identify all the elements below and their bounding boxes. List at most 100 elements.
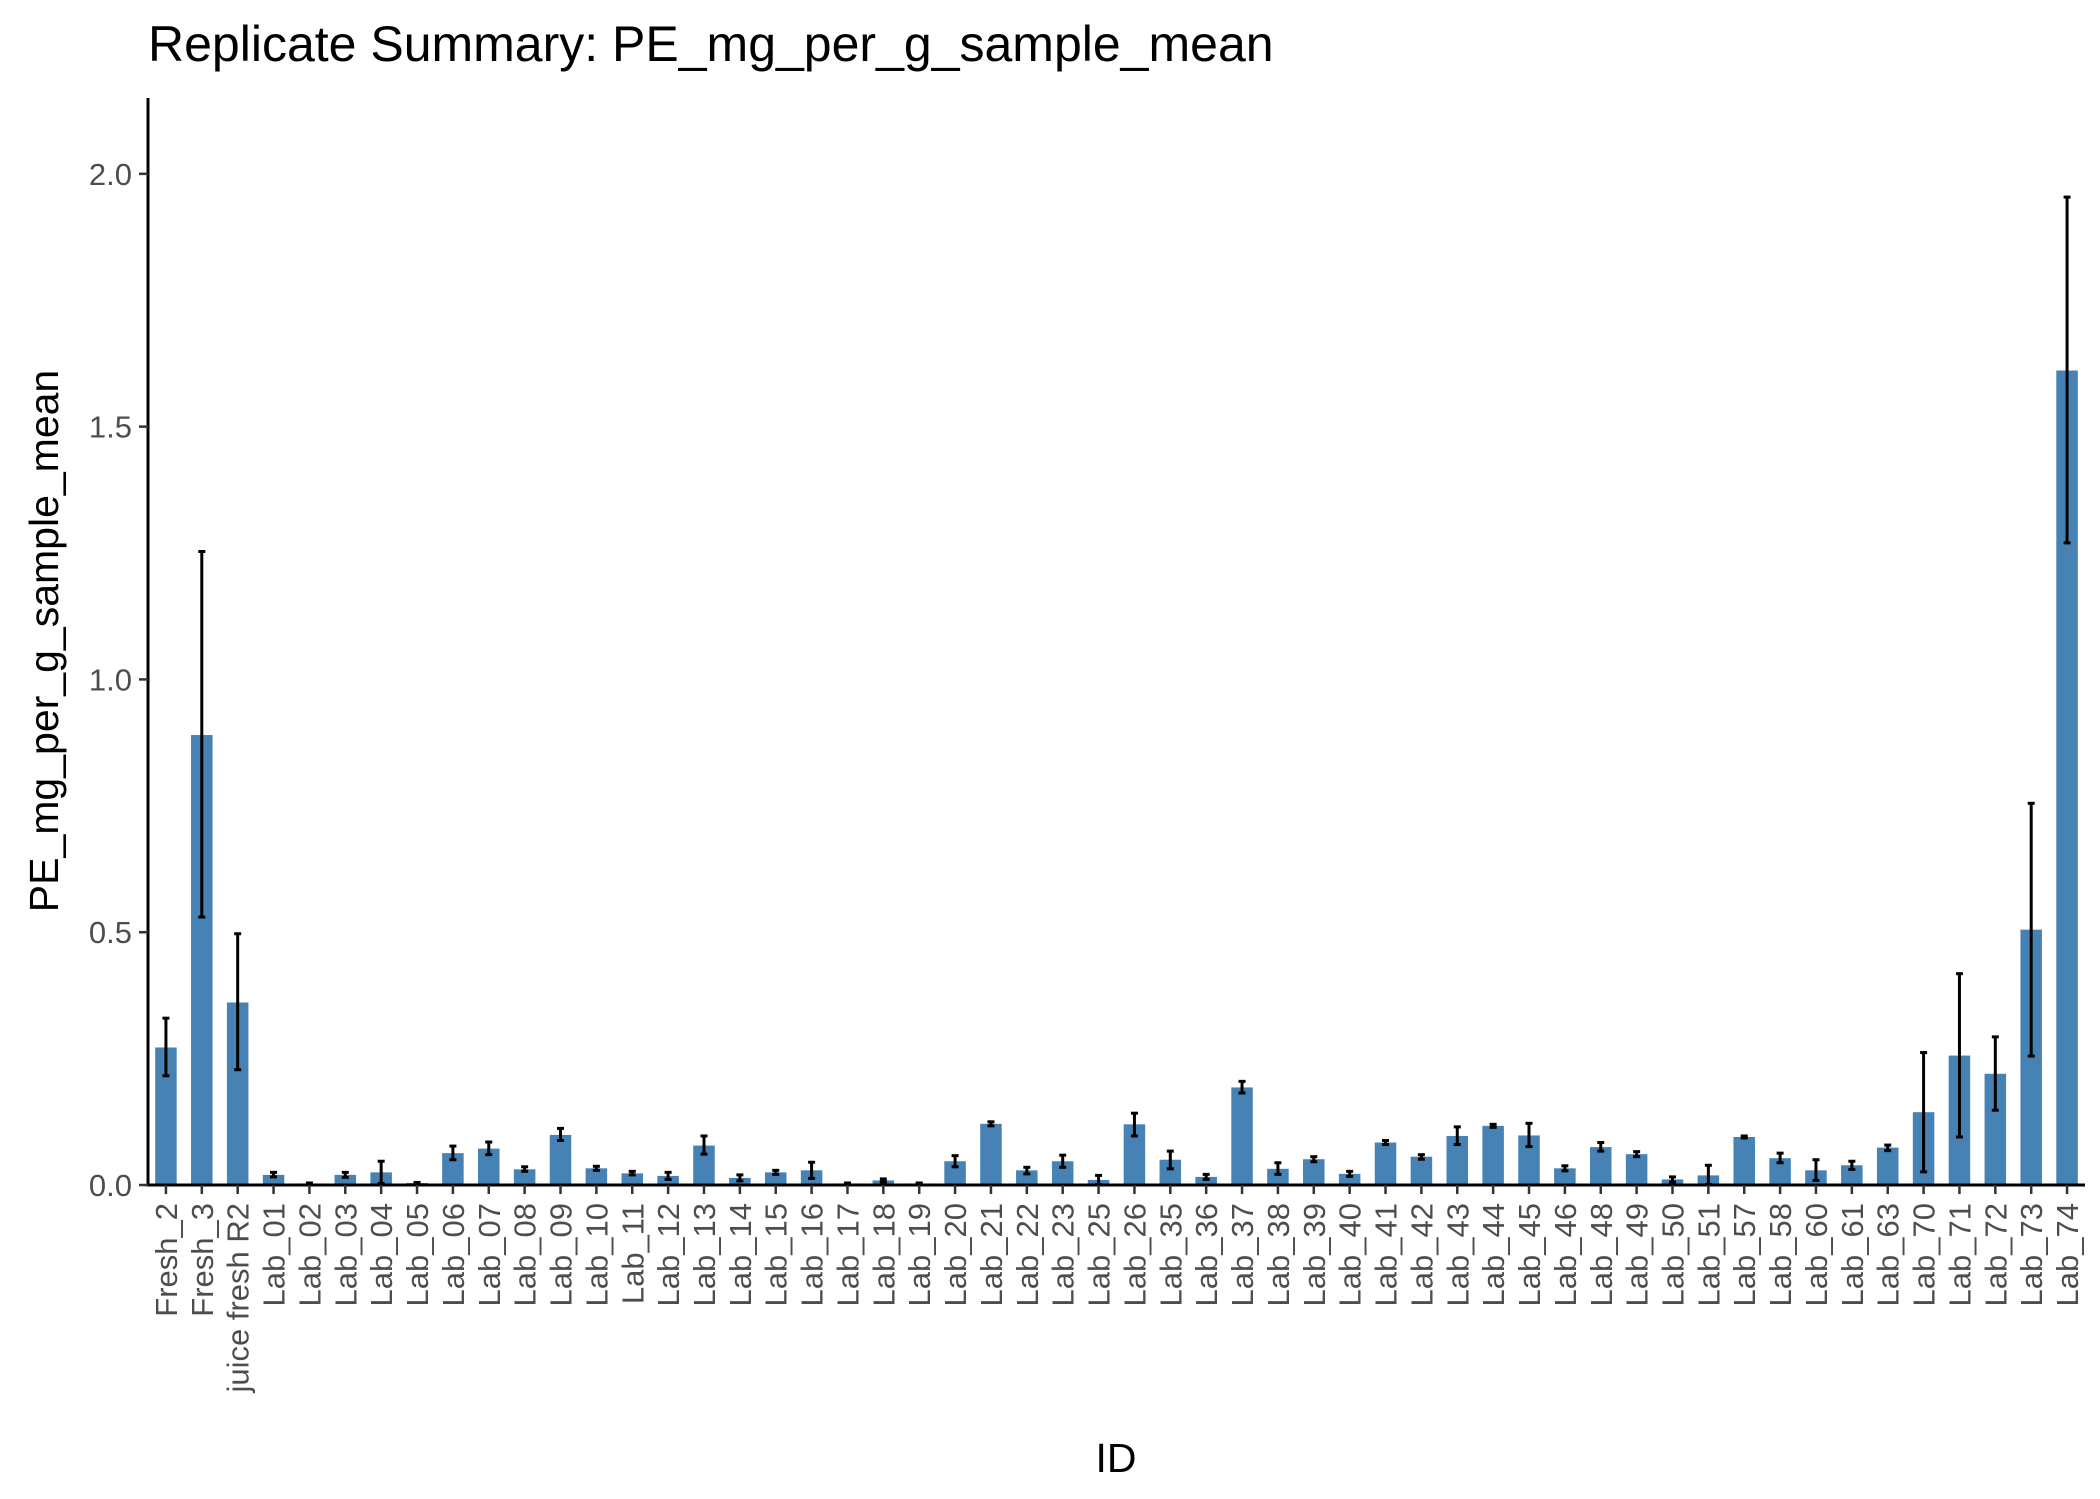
bar bbox=[1769, 1158, 1791, 1185]
x-tick-label: Lab_57 bbox=[1727, 1203, 1762, 1306]
x-tick-label: Lab_40 bbox=[1333, 1203, 1368, 1306]
x-tick-label: Lab_45 bbox=[1512, 1203, 1547, 1306]
error-bar bbox=[1417, 1153, 1425, 1161]
bar bbox=[1159, 1159, 1182, 1185]
error-bar bbox=[1848, 1159, 1856, 1171]
bar bbox=[1482, 1125, 1504, 1185]
bar bbox=[764, 1172, 787, 1185]
x-tick-label: Lab_49 bbox=[1620, 1203, 1655, 1306]
error-bar bbox=[628, 1169, 636, 1177]
error-bar bbox=[1955, 972, 1963, 1139]
x-tick-label: Lab_51 bbox=[1691, 1203, 1726, 1306]
error-bar bbox=[736, 1173, 744, 1183]
error-bar bbox=[557, 1126, 565, 1143]
bar bbox=[1589, 1147, 1612, 1185]
x-tick-label: Lab_60 bbox=[1799, 1203, 1834, 1306]
x-tick-label: Fresh_2 bbox=[149, 1203, 184, 1317]
x-tick-label: Lab_01 bbox=[257, 1203, 292, 1306]
error-bar bbox=[1633, 1150, 1641, 1159]
bar bbox=[1625, 1154, 1648, 1185]
error-bar bbox=[1597, 1141, 1605, 1153]
error-bar bbox=[1453, 1125, 1461, 1147]
error-bar bbox=[1238, 1079, 1246, 1095]
x-tick-label: Lab_07 bbox=[472, 1203, 507, 1306]
x-tick-label: Lab_18 bbox=[866, 1203, 901, 1306]
bar bbox=[1016, 1170, 1038, 1185]
error-bar bbox=[234, 932, 242, 1072]
error-bar bbox=[1166, 1149, 1174, 1171]
error-bar bbox=[2027, 801, 2035, 1058]
x-tick-label: Lab_10 bbox=[579, 1203, 614, 1306]
x-tick-label: juice fresh R2 bbox=[221, 1203, 256, 1394]
error-bar bbox=[1202, 1172, 1210, 1181]
bar bbox=[1518, 1135, 1540, 1185]
x-tick-label: Lab_44 bbox=[1476, 1203, 1511, 1306]
x-tick-label: Lab_04 bbox=[364, 1203, 399, 1306]
error-bar bbox=[1059, 1153, 1067, 1169]
bar bbox=[334, 1174, 357, 1185]
bar bbox=[1984, 1073, 2007, 1185]
y-axis-ticks: 0.0 0.5 1.0 1.5 2.0 bbox=[89, 157, 148, 1203]
error-bar bbox=[162, 1016, 170, 1078]
bar bbox=[1231, 1087, 1253, 1185]
x-tick-label: Lab_23 bbox=[1046, 1203, 1081, 1306]
bar bbox=[1554, 1168, 1576, 1185]
x-tick-label: Lab_50 bbox=[1655, 1203, 1690, 1306]
bar bbox=[1051, 1161, 1074, 1185]
x-tick-label: Lab_35 bbox=[1153, 1203, 1188, 1306]
error-bar bbox=[1812, 1158, 1820, 1182]
bar bbox=[1410, 1156, 1433, 1185]
error-bar bbox=[879, 1177, 887, 1184]
x-tick-label: Lab_39 bbox=[1297, 1203, 1332, 1306]
error-bar bbox=[592, 1164, 600, 1172]
x-tick-label: Lab_71 bbox=[1942, 1203, 1977, 1306]
bar bbox=[262, 1174, 285, 1185]
error-bar bbox=[198, 550, 206, 919]
error-bar bbox=[1776, 1151, 1784, 1165]
y-axis-title: PE_mg_per_g_sample_mean bbox=[21, 370, 67, 912]
error-bar bbox=[1023, 1165, 1031, 1176]
x-tick-label: Lab_05 bbox=[400, 1203, 435, 1306]
x-axis-ticks: Fresh_2 Fresh_3 juice fresh R2 Lab_01 Lab_02… bbox=[149, 1185, 2085, 1394]
x-tick-label: Lab_37 bbox=[1225, 1203, 1260, 1306]
bar bbox=[1374, 1142, 1397, 1185]
error-bar bbox=[1130, 1111, 1138, 1138]
error-bar bbox=[1920, 1051, 1928, 1174]
bar bbox=[155, 1047, 177, 1185]
error-bar bbox=[700, 1134, 708, 1156]
x-tick-label: Lab_06 bbox=[436, 1203, 471, 1306]
x-tick-label: Lab_42 bbox=[1404, 1203, 1439, 1306]
x-tick-label: Lab_73 bbox=[2014, 1203, 2049, 1306]
y-tick-label: 1.5 bbox=[89, 410, 132, 445]
error-bar bbox=[1346, 1169, 1354, 1178]
x-tick-label: Lab_14 bbox=[723, 1203, 758, 1306]
x-tick-label: Lab_09 bbox=[544, 1203, 579, 1306]
error-bar bbox=[987, 1120, 995, 1128]
x-tick-label: Lab_46 bbox=[1548, 1203, 1583, 1306]
error-bar bbox=[270, 1170, 278, 1179]
error-bar bbox=[1274, 1161, 1282, 1176]
error-bar bbox=[1740, 1134, 1748, 1140]
x-tick-label: Lab_48 bbox=[1584, 1203, 1619, 1306]
error-bar bbox=[1991, 1035, 1999, 1112]
bar bbox=[513, 1169, 536, 1185]
error-bar bbox=[521, 1165, 529, 1173]
error-bar bbox=[485, 1140, 493, 1157]
error-bar bbox=[1489, 1122, 1497, 1129]
x-tick-label: Lab_15 bbox=[759, 1203, 794, 1306]
bar bbox=[1841, 1165, 1863, 1185]
bar bbox=[1195, 1176, 1217, 1185]
x-axis-title: ID bbox=[1096, 1435, 1137, 1481]
x-tick-label: Lab_11 bbox=[615, 1203, 650, 1304]
x-tick-label: Lab_58 bbox=[1763, 1203, 1798, 1306]
x-tick-label: Lab_43 bbox=[1440, 1203, 1475, 1306]
error-bar bbox=[808, 1160, 816, 1180]
x-tick-label: Lab_21 bbox=[974, 1203, 1009, 1306]
x-tick-label: Lab_08 bbox=[508, 1203, 543, 1306]
x-tick-label: Lab_61 bbox=[1835, 1203, 1870, 1306]
bar bbox=[549, 1134, 572, 1185]
x-tick-label: Lab_19 bbox=[902, 1203, 937, 1306]
error-bar bbox=[951, 1154, 959, 1169]
x-tick-label: Lab_17 bbox=[830, 1203, 865, 1306]
